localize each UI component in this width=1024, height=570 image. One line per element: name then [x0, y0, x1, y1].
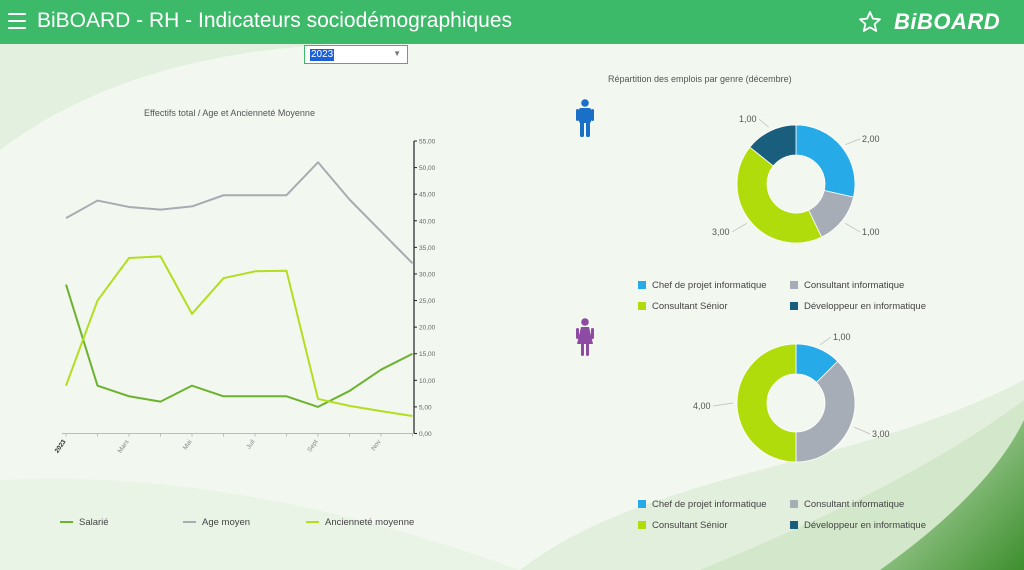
- donut-slice-male-2[interactable]: [736, 146, 823, 244]
- donut-slice-male-3[interactable]: [749, 124, 797, 167]
- legend-swatch-chef: [638, 500, 646, 509]
- legend-item-dev-male[interactable]: Développeur en informatique: [790, 301, 926, 312]
- donut-leader-line: [845, 222, 861, 233]
- y-tick-label: 55,00: [419, 139, 436, 146]
- donut-data-label: 1,00: [862, 227, 880, 237]
- y-tick-label: 45,00: [419, 192, 436, 199]
- brand-logo: BiBOARD: [894, 9, 1001, 34]
- donut-data-label: 1,00: [739, 114, 757, 124]
- series-anciennete-line[interactable]: [65, 255, 413, 417]
- series-salarie-line[interactable]: [65, 284, 413, 408]
- year-dropdown[interactable]: 2023 ▼: [304, 45, 408, 64]
- male-person-icon: [576, 99, 594, 137]
- y-tick-label: 10,00: [419, 378, 436, 385]
- series-age-moyen-line[interactable]: [65, 161, 414, 265]
- legend-swatch-dev: [790, 521, 798, 530]
- legend-item-senior-male[interactable]: Consultant Sénior: [638, 301, 728, 312]
- donut-leader-line: [819, 336, 832, 346]
- star-icon[interactable]: [858, 10, 882, 34]
- chevron-down-icon: ▼: [393, 49, 401, 58]
- y-tick-label: 5,00: [419, 404, 432, 411]
- legend-swatch-chef: [638, 281, 646, 290]
- x-tick-label: Mai: [182, 439, 194, 452]
- y-tick-label: 50,00: [419, 165, 436, 172]
- line-chart-title: Effectifs total / Age et Ancienneté Moye…: [144, 108, 315, 118]
- legend-swatch-consultant: [790, 500, 798, 509]
- donut-leader-line: [758, 118, 769, 128]
- donut-data-label: 3,00: [872, 429, 890, 439]
- legend-item-consultant-male[interactable]: Consultant informatique: [790, 280, 904, 291]
- donut-slice-female-2[interactable]: [736, 343, 797, 463]
- y-tick-label: 15,00: [419, 351, 436, 358]
- donut-data-label: 4,00: [693, 401, 711, 411]
- y-tick-label: 30,00: [419, 271, 436, 278]
- legend-item-senior-female[interactable]: Consultant Sénior: [638, 520, 728, 531]
- donut-leader-line: [845, 138, 861, 146]
- donut-data-label: 3,00: [712, 227, 730, 237]
- donut-slice-female-1[interactable]: [795, 360, 856, 463]
- top-bar: BiBOARD - RH - Indicateurs sociodémograp…: [0, 0, 1024, 44]
- donut-data-label: 1,00: [833, 332, 851, 342]
- donut-leader-line: [712, 402, 734, 407]
- y-tick-label: 35,00: [419, 245, 436, 252]
- legend-swatch-age-moyen: [183, 521, 196, 524]
- female-person-icon: [576, 318, 594, 356]
- legend-item-age-moyen[interactable]: Age moyen: [183, 517, 250, 528]
- x-tick-label: Juil: [245, 438, 257, 450]
- y-tick-label: 20,00: [419, 325, 436, 332]
- donut-section-title: Répartition des emplois par genre (décem…: [608, 74, 792, 84]
- year-dropdown-value: 2023: [310, 49, 335, 61]
- y-tick-label: 25,00: [419, 298, 436, 305]
- legend-swatch-salarie: [60, 521, 73, 524]
- legend-swatch-senior: [638, 521, 646, 530]
- legend-swatch-consultant: [790, 281, 798, 290]
- donut-leader-line: [731, 222, 747, 233]
- donut-leader-line: [854, 426, 871, 435]
- legend-item-salarie[interactable]: Salarié: [60, 517, 109, 528]
- legend-swatch-dev: [790, 302, 798, 311]
- legend-swatch-anciennete: [306, 521, 319, 524]
- y-tick-label: 40,00: [419, 218, 436, 225]
- donut-slice-male-0[interactable]: [795, 124, 856, 198]
- legend-item-chef-female[interactable]: Chef de projet informatique: [638, 499, 767, 510]
- legend-item-chef-male[interactable]: Chef de projet informatique: [638, 280, 767, 291]
- app-title: BiBOARD - RH - Indicateurs sociodémograp…: [37, 9, 513, 32]
- donut-data-label: 2,00: [862, 134, 880, 144]
- y-tick-label: 0,00: [419, 431, 432, 438]
- legend-item-anciennete[interactable]: Ancienneté moyenne: [306, 517, 414, 528]
- hamburger-menu-icon[interactable]: [8, 13, 26, 29]
- legend-item-dev-female[interactable]: Développeur en informatique: [790, 520, 926, 531]
- legend-item-consultant-female[interactable]: Consultant informatique: [790, 499, 904, 510]
- legend-swatch-senior: [638, 302, 646, 311]
